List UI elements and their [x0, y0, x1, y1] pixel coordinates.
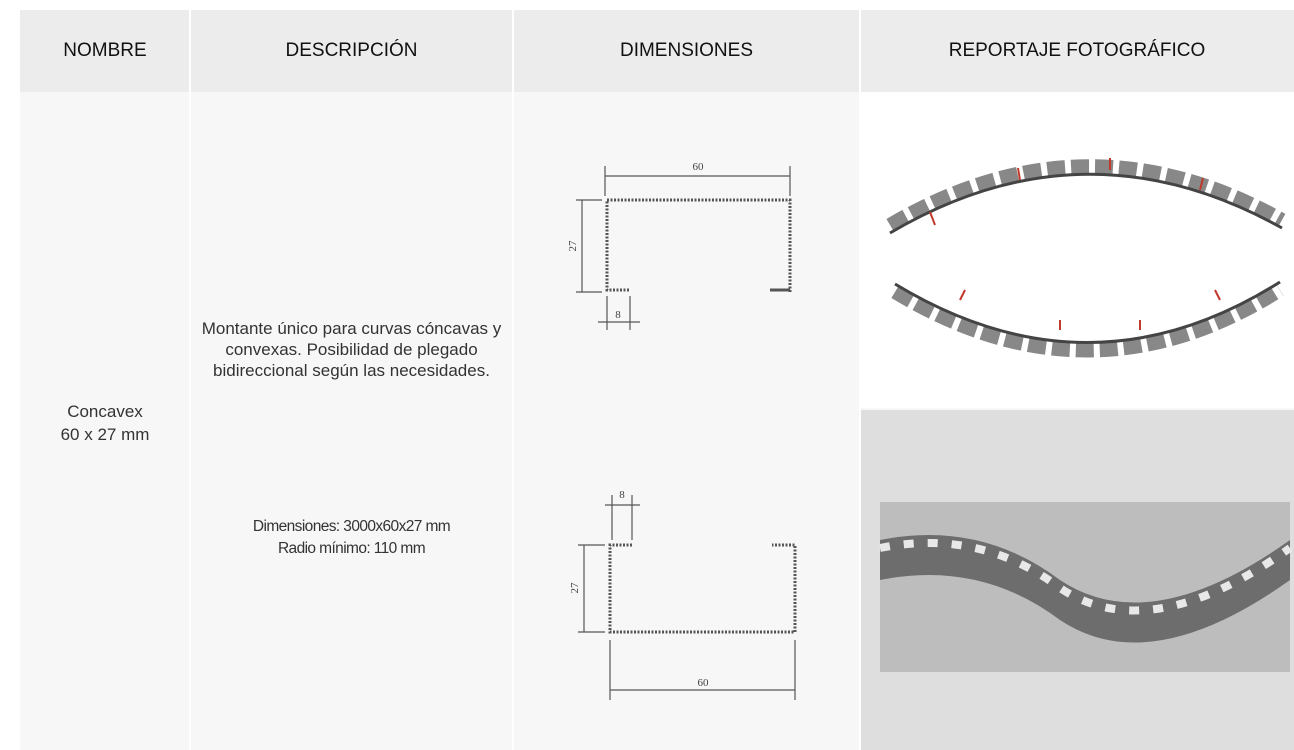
dimension-label: 27 [567, 240, 579, 252]
dimension-label: 8 [619, 489, 625, 501]
dimension-label: 60 [693, 161, 705, 173]
spec-line: Radio mínimo: 110 mm [277, 540, 426, 557]
header-cell: DIMENSIONES [513, 10, 860, 92]
specs: Dimensiones: 3000x60x27 mm Radio mínimo:… [195, 516, 508, 560]
photo-wave [879, 502, 1293, 672]
description: Montante único para curvas cóncavas y co… [201, 319, 502, 380]
header-text: REPORTAJE FOTOGRÁFICO [948, 40, 1206, 61]
column-separator [512, 10, 514, 750]
name-line: 60 x 27 mm [60, 425, 150, 444]
header-cell: REPORTAJE FOTOGRÁFICO [860, 10, 1294, 92]
product-name: Concavex 60 x 27 mm [20, 400, 190, 446]
header-cell: DESCRIPCIÓN [190, 10, 513, 92]
dimension-label: 60 [698, 677, 710, 689]
dimension-label: 8 [615, 309, 621, 321]
photo-arcs [886, 158, 1286, 358]
column-separator [189, 10, 191, 750]
dimension-label: 27 [569, 582, 581, 594]
name-line: Concavex [67, 402, 143, 421]
header-text: DIMENSIONES [619, 40, 754, 61]
spec-line: Dimensiones: 3000x60x27 mm [252, 518, 451, 535]
header-cell: NOMBRE [20, 10, 190, 92]
column-separator [859, 10, 861, 750]
profile-drawing [576, 166, 792, 330]
profile-drawing [578, 495, 797, 700]
header-text: NOMBRE [63, 40, 147, 61]
header-text: DESCRIPCIÓN [285, 40, 418, 61]
